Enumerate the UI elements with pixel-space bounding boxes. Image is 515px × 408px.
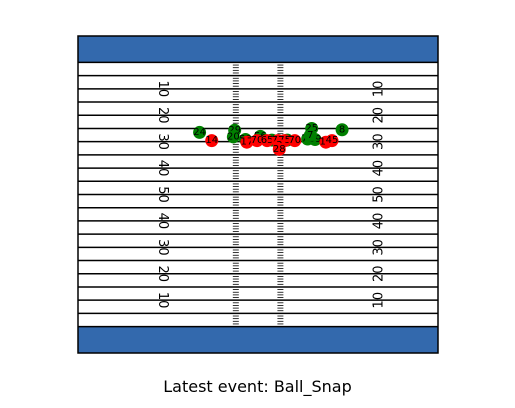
yard-number-left: 30 (155, 133, 170, 150)
yard-number-left: 20 (155, 265, 170, 282)
player-number-label: 20 (227, 131, 240, 142)
yard-number-right: 20 (372, 265, 387, 282)
yard-number-right: 10 (372, 81, 387, 98)
latest-event-caption: Latest event: Ball_Snap (0, 377, 515, 396)
yard-number-left: 50 (155, 186, 170, 203)
yard-number-right: 40 (372, 213, 387, 230)
yard-number-right: 50 (372, 186, 387, 203)
player-number-label: 24 (193, 127, 206, 138)
yard-number-left: 10 (155, 81, 170, 98)
yard-number-right: 40 (372, 160, 387, 177)
endzone-top (78, 36, 438, 62)
player-number-label: 70 (288, 135, 301, 146)
yard-number-left: 30 (155, 239, 170, 256)
yard-number-left: 20 (155, 107, 170, 124)
player-number-label: 7 (307, 130, 313, 141)
yard-number-right: 30 (372, 133, 387, 150)
player-number-label: 28 (273, 144, 286, 155)
yard-number-left: 40 (155, 160, 170, 177)
yard-number-right: 10 (372, 292, 387, 309)
yard-number-left: 40 (155, 213, 170, 230)
player-number-label: 14 (205, 135, 218, 146)
yard-number-right: 20 (372, 107, 387, 124)
yard-number-right: 30 (372, 239, 387, 256)
endzone-bottom (78, 327, 438, 353)
yard-number-left: 10 (155, 292, 170, 309)
player-number-label: 8 (339, 124, 345, 135)
player-number-label: 45 (326, 135, 339, 146)
